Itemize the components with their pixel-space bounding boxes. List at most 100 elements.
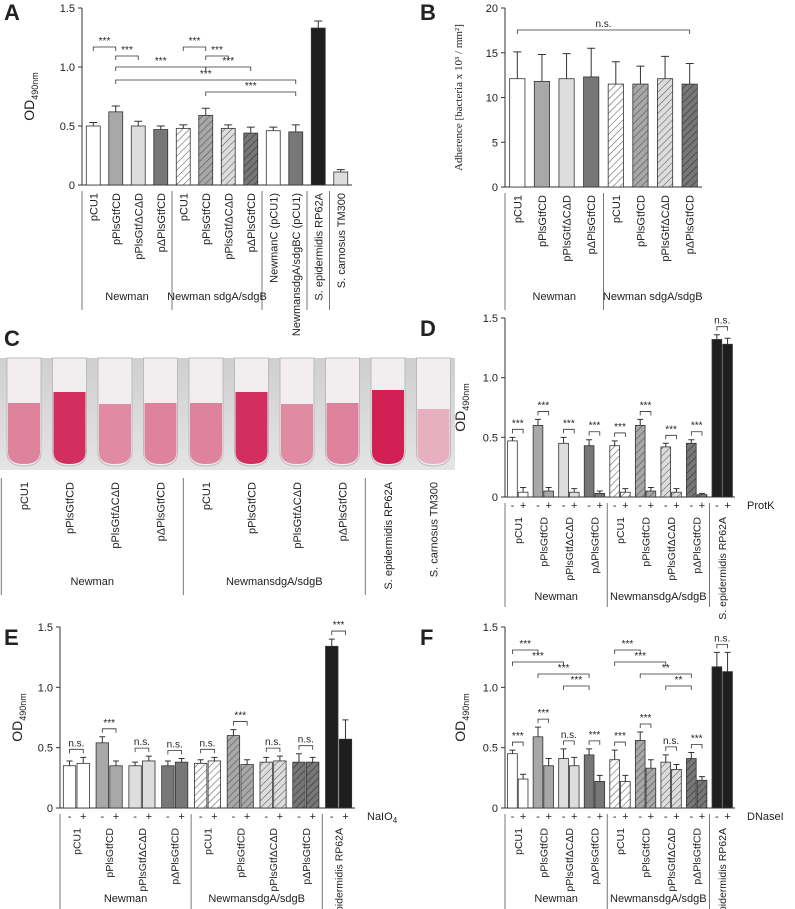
treatment-sign: - xyxy=(536,811,540,823)
error-bar xyxy=(132,761,139,766)
x-tick-label: pPlsGtfCD xyxy=(201,193,213,245)
bar xyxy=(273,760,287,809)
error-bar xyxy=(520,773,527,780)
significance-bracket xyxy=(512,649,539,654)
bar xyxy=(130,125,146,186)
error-bar xyxy=(636,65,645,85)
tube-stain xyxy=(8,403,40,464)
significance-bracket xyxy=(205,55,229,60)
x-tick-label: pPlsGtfCD xyxy=(641,517,653,567)
error-bar xyxy=(673,764,680,770)
bar xyxy=(532,424,544,498)
y-tick-label: 0.5 xyxy=(38,743,53,755)
x-tick-label: pΔPlsGtfCD xyxy=(156,193,168,252)
significance-label: ** xyxy=(662,663,670,674)
error-bar xyxy=(80,756,87,764)
bar xyxy=(620,491,631,498)
error-bar xyxy=(571,488,578,493)
significance-label: *** xyxy=(189,36,201,47)
treatment-sign: + xyxy=(622,811,628,823)
bar xyxy=(338,738,353,809)
bar xyxy=(671,491,682,498)
significance-label: *** xyxy=(245,81,257,92)
error-bar xyxy=(685,62,694,85)
bar xyxy=(696,779,708,809)
significance-bracket xyxy=(588,431,601,436)
treatment-sign: - xyxy=(587,811,591,823)
x-tick-label: pPlsGtfCD xyxy=(641,828,653,878)
error-bar xyxy=(134,120,143,126)
significance-bracket xyxy=(134,747,150,753)
tube-label: pPlsGtfΔCΔD xyxy=(110,482,122,549)
bar xyxy=(325,645,339,809)
treatment-sign: - xyxy=(232,811,236,823)
significance-bracket xyxy=(331,630,346,636)
x-tick-label: pΔPlsGtfCD xyxy=(170,828,182,885)
significance-label: *** xyxy=(665,424,677,435)
bar xyxy=(108,111,124,186)
error-bar xyxy=(336,169,345,173)
x-tick-label: pΔPlsGtfCD xyxy=(301,828,313,885)
x-tick-label: pPlsGtfCD xyxy=(104,828,116,878)
significance-label: n.s. xyxy=(167,740,183,751)
y-tick-label: 0 xyxy=(69,180,75,192)
x-tick-label: pPlsGtfCD xyxy=(537,195,549,247)
tube-stain xyxy=(190,403,222,464)
y-axis-label-sub: 490nm xyxy=(18,693,28,721)
error-bar xyxy=(699,776,706,781)
treatment-sign: - xyxy=(689,811,693,823)
y-tick-label: 1.5 xyxy=(483,313,498,325)
bar xyxy=(85,125,101,186)
significance-label: n.s. xyxy=(298,735,314,746)
x-tick-label: pPlsGtfΔCΔD xyxy=(223,193,235,260)
bar xyxy=(243,132,259,186)
y-tick-label: 1.5 xyxy=(60,3,75,15)
y-tick-label: 0.5 xyxy=(483,743,498,755)
y-axis-label-main: OD xyxy=(21,100,37,121)
error-bar xyxy=(509,436,516,441)
significance-label: *** xyxy=(640,400,652,411)
group-label: Newman xyxy=(71,576,114,588)
tube-stain xyxy=(417,409,450,464)
bar xyxy=(657,78,674,188)
bar xyxy=(207,760,221,809)
treatment-label: NaIO4 xyxy=(367,811,398,825)
significance-bracket xyxy=(588,740,601,745)
error-bar xyxy=(246,126,255,134)
x-tick-label: pCU1 xyxy=(512,195,524,223)
tube-label: pPlsGtfCD xyxy=(247,482,259,534)
error-bar xyxy=(662,754,669,763)
treatment-sign: - xyxy=(511,500,515,512)
x-tick-label: pCU1 xyxy=(611,195,623,223)
significance-bracket xyxy=(115,66,207,71)
bar xyxy=(583,76,600,188)
error-bar xyxy=(66,760,73,766)
treatment-sign: - xyxy=(664,811,668,823)
error-bar xyxy=(637,418,644,426)
error-bar xyxy=(545,758,552,766)
y-axis-label: Adherence [bacteria x 10³ / mm²] xyxy=(453,24,465,171)
error-bar xyxy=(201,107,210,116)
significance-bracket xyxy=(639,723,652,728)
x-tick-label: pCU1 xyxy=(178,193,190,221)
bar xyxy=(686,442,697,498)
x-tick-label: pPlsGtfCD xyxy=(235,828,247,878)
error-bar xyxy=(560,436,567,444)
y-axis-label: OD490nm xyxy=(452,383,471,432)
y-tick-label: 15 xyxy=(486,48,498,60)
y-tick-label: 0.5 xyxy=(483,432,498,444)
x-tick-label: pPlsGtfCD xyxy=(111,193,123,245)
significance-label: n.s. xyxy=(68,738,84,749)
x-tick-label: pΔPlsGtfCD xyxy=(589,828,601,885)
tube-label: pΔPlsGtfCD xyxy=(156,482,168,541)
bar xyxy=(517,491,529,498)
bar xyxy=(128,765,142,809)
significance-label: *** xyxy=(155,56,167,67)
treatment-sign: + xyxy=(342,811,348,823)
x-tick-label: pPlsGtfΔCΔD xyxy=(666,517,678,581)
error-bar xyxy=(89,121,98,126)
bar xyxy=(607,83,624,188)
x-tick-label: pCU1 xyxy=(513,517,525,544)
tube-label: pCU1 xyxy=(201,482,213,510)
error-bar xyxy=(211,756,218,761)
